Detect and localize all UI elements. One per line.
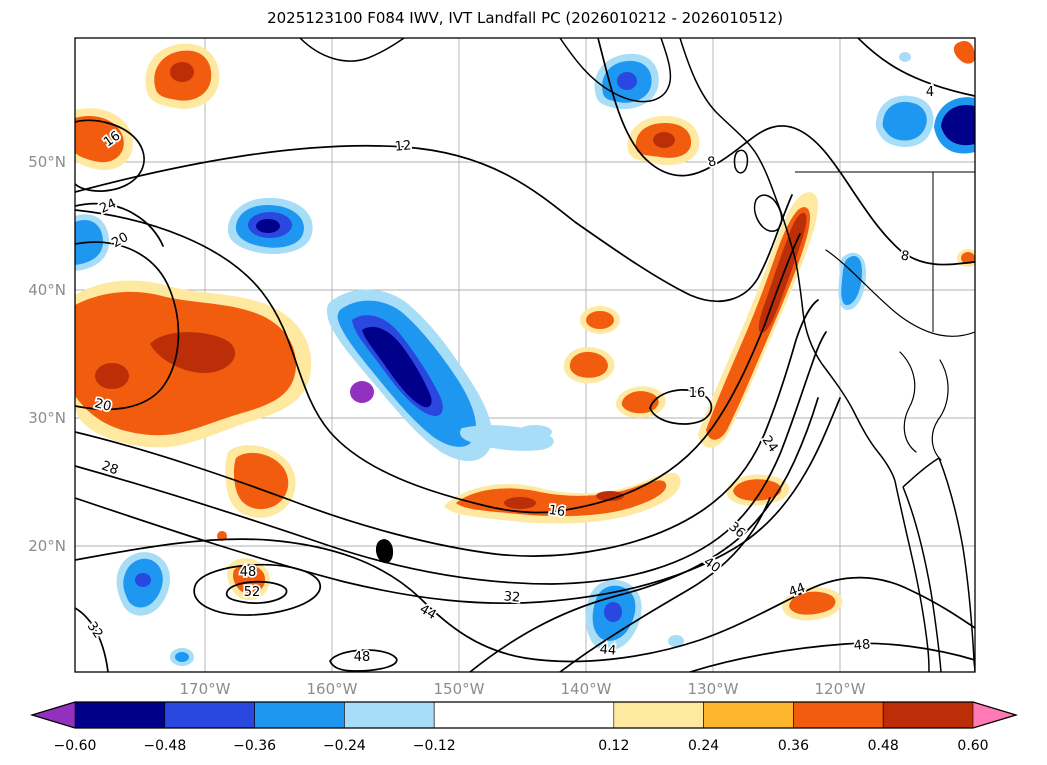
colorbar-segment — [703, 701, 794, 729]
contour-52-closed — [225, 580, 288, 604]
contour-40 — [559, 497, 771, 672]
contour-value-label: 24 — [759, 433, 781, 455]
alaska-inlet — [559, 38, 672, 103]
contour-48-closed — [193, 563, 321, 616]
contour-value-label: 16 — [689, 386, 706, 401]
lon-tick-label: 150°W — [434, 680, 485, 698]
haida-gwaii-island — [733, 149, 749, 174]
contour-value-label: 40 — [701, 555, 723, 577]
lat-tick-label: 20°N — [28, 537, 66, 555]
colorbar-tick-label: −0.12 — [413, 738, 456, 754]
colorbar-tick-label: −0.24 — [323, 738, 366, 754]
contour-32 — [75, 397, 841, 605]
contour-16-loop — [75, 119, 145, 192]
contour-value-label: 28 — [99, 459, 120, 479]
contour-value-label: 8 — [900, 248, 911, 264]
contour-8 — [597, 38, 975, 266]
alaska-coast-west — [299, 38, 405, 62]
colorbar-segment — [254, 701, 345, 729]
contour-value-label: 32 — [84, 619, 106, 641]
contour-24-stub — [75, 202, 164, 247]
contour-value-label: 12 — [394, 138, 412, 154]
contour-44 — [75, 538, 975, 663]
dense-contour-dot — [375, 539, 394, 564]
lon-tick-label: 120°W — [815, 680, 866, 698]
contour-48-east — [689, 642, 975, 672]
plot-frame — [74, 37, 976, 673]
colorbar-tick-label: −0.48 — [143, 738, 186, 754]
lat-tick-label: 50°N — [28, 153, 66, 171]
colorbar-tick-label: −0.60 — [54, 738, 97, 754]
contour-value-label: 4 — [926, 85, 934, 100]
contour-inland-3 — [931, 359, 949, 461]
contour-inland-2 — [899, 351, 917, 453]
colorbar-tick-label: 0.24 — [688, 738, 719, 754]
contour-value-label: 48 — [853, 637, 871, 653]
lon-tick-label: 160°W — [307, 680, 358, 698]
contour-value-label: 36 — [726, 519, 748, 541]
coastline-layer — [299, 38, 975, 672]
vancouver-island — [753, 194, 783, 232]
contour-layer — [75, 38, 975, 672]
contour-value-label: 32 — [503, 589, 521, 605]
colorbar-tick-label: 0.48 — [868, 738, 899, 754]
contour-value-label: 48 — [354, 650, 371, 665]
contour-36 — [469, 397, 819, 672]
colorbar-segment — [74, 701, 166, 729]
contour-16-closed — [649, 389, 713, 425]
lat-tick-label: 30°N — [28, 409, 66, 427]
colorbar-tick-label: −0.36 — [233, 738, 276, 754]
colorbar-tick-label: 0.60 — [957, 738, 988, 754]
baja-pacific-coast — [894, 480, 930, 672]
baja-gulf-coast — [902, 486, 942, 672]
lon-tick-label: 140°W — [561, 680, 612, 698]
lat-tick-label: 40°N — [28, 281, 66, 299]
colorbar-over-arrow — [973, 702, 1016, 728]
contour-28 — [75, 331, 827, 585]
contour-value-label: 48 — [240, 565, 257, 580]
contour-32-sw — [75, 607, 109, 672]
contour-48-closed-south — [329, 649, 398, 672]
contour-24 — [75, 299, 819, 557]
contour-inland-1 — [825, 249, 975, 337]
contour-value-label: 16 — [548, 503, 566, 520]
mexico-mainland-coast — [938, 457, 975, 672]
gulf-of-california-head — [902, 457, 940, 488]
grid-lines — [75, 38, 975, 672]
lon-tick-label: 130°W — [688, 680, 739, 698]
colorbar: −0.60 −0.48 −0.36 −0.24 −0.12 0.12 0.24 0.36 0.4… — [29, 701, 1019, 754]
colorbar-segment — [882, 701, 974, 729]
contour-value-label: 52 — [244, 585, 261, 600]
contour-value-label: 44 — [417, 602, 439, 623]
colorbar-tick-label: 0.36 — [778, 738, 809, 754]
colorbar-segment — [613, 701, 704, 729]
contour-value-label: 20 — [93, 396, 113, 415]
chart-title: 2025123100 F084 IWV, IVT Landfall PC (20… — [267, 9, 783, 27]
colorbar-segment — [433, 701, 615, 729]
colorbar-segment — [344, 701, 435, 729]
north-america-west-coast — [679, 38, 896, 482]
colorbar-tick-label: 0.12 — [598, 738, 629, 754]
contour-12 — [75, 144, 793, 303]
contour-20-loop — [75, 241, 180, 411]
contour-value-label: 44 — [599, 642, 617, 658]
lon-tick-label: 170°W — [180, 680, 231, 698]
colorbar-segment — [793, 701, 884, 729]
contour-4 — [857, 38, 975, 97]
colorbar-segment — [164, 701, 255, 729]
axis-tick-labels: 170°W 160°W 150°W 140°W 130°W 120°W 50°N 40°N 30… — [28, 153, 865, 698]
colorbar-outline — [29, 701, 1019, 729]
shading-layer — [75, 40, 975, 666]
colorbar-under-arrow — [32, 702, 75, 728]
contour-16 — [75, 209, 801, 514]
